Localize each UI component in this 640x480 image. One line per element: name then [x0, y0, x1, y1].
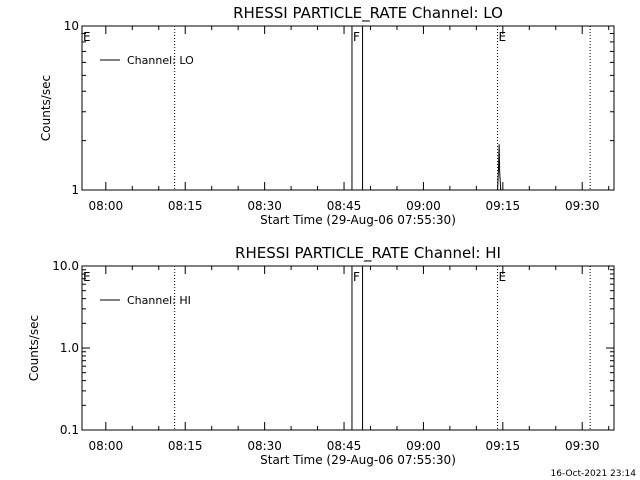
x-tick-label: 08:30: [247, 439, 282, 453]
event-marker-label: F: [353, 270, 360, 284]
x-tick-label: 08:15: [168, 199, 203, 213]
plot-frame: [81, 25, 615, 191]
plot-frame: [81, 265, 615, 431]
event-marker-label: E: [499, 30, 507, 44]
x-tick-label: 08:45: [327, 199, 362, 213]
x-tick-label: 08:45: [327, 439, 362, 453]
y-axis-label: Counts/sec: [39, 75, 53, 141]
x-tick-label: 09:30: [565, 199, 600, 213]
x-tick-label: 09:00: [406, 199, 441, 213]
x-axis-label: Start Time (29-Aug-06 07:55:30): [260, 213, 456, 227]
event-marker-label: E: [83, 270, 91, 284]
event-marker-label: F: [353, 30, 360, 44]
event-marker-label: E: [83, 30, 91, 44]
y-axis-label: Counts/sec: [27, 315, 41, 381]
chart-title: RHESSI PARTICLE_RATE Channel: LO: [233, 4, 503, 23]
x-tick-label: 09:00: [406, 439, 441, 453]
y-tick-label: 10.0: [52, 259, 79, 273]
event-marker-label: E: [499, 270, 507, 284]
x-tick-label: 09:30: [565, 439, 600, 453]
chart-title: RHESSI PARTICLE_RATE Channel: HI: [235, 244, 501, 263]
data-series-line: [497, 144, 502, 191]
y-tick-label: 1: [71, 183, 79, 197]
x-tick-label: 09:15: [486, 199, 521, 213]
y-tick-label: 1.0: [60, 341, 79, 355]
x-tick-label: 09:15: [486, 439, 521, 453]
footer-timestamp: 16-Oct-2021 23:14: [551, 469, 637, 479]
x-tick-label: 08:00: [89, 439, 124, 453]
chart-panel-1: RHESSI PARTICLE_RATE Channel: LO 1 10 Count…: [39, 4, 615, 227]
x-axis-label: Start Time (29-Aug-06 07:55:30): [260, 453, 456, 467]
y-tick-label: 10: [64, 19, 79, 33]
x-tick-label: 08:00: [89, 199, 124, 213]
y-tick-label: 0.1: [60, 423, 79, 437]
legend-label: Channel: LO: [127, 54, 194, 67]
x-tick-label: 08:15: [168, 439, 203, 453]
x-tick-label: 08:30: [247, 199, 282, 213]
chart-panel-2: RHESSI PARTICLE_RATE Channel: HI 0.1 1.0 10…: [27, 244, 615, 467]
legend-label: Channel: HI: [127, 294, 191, 307]
